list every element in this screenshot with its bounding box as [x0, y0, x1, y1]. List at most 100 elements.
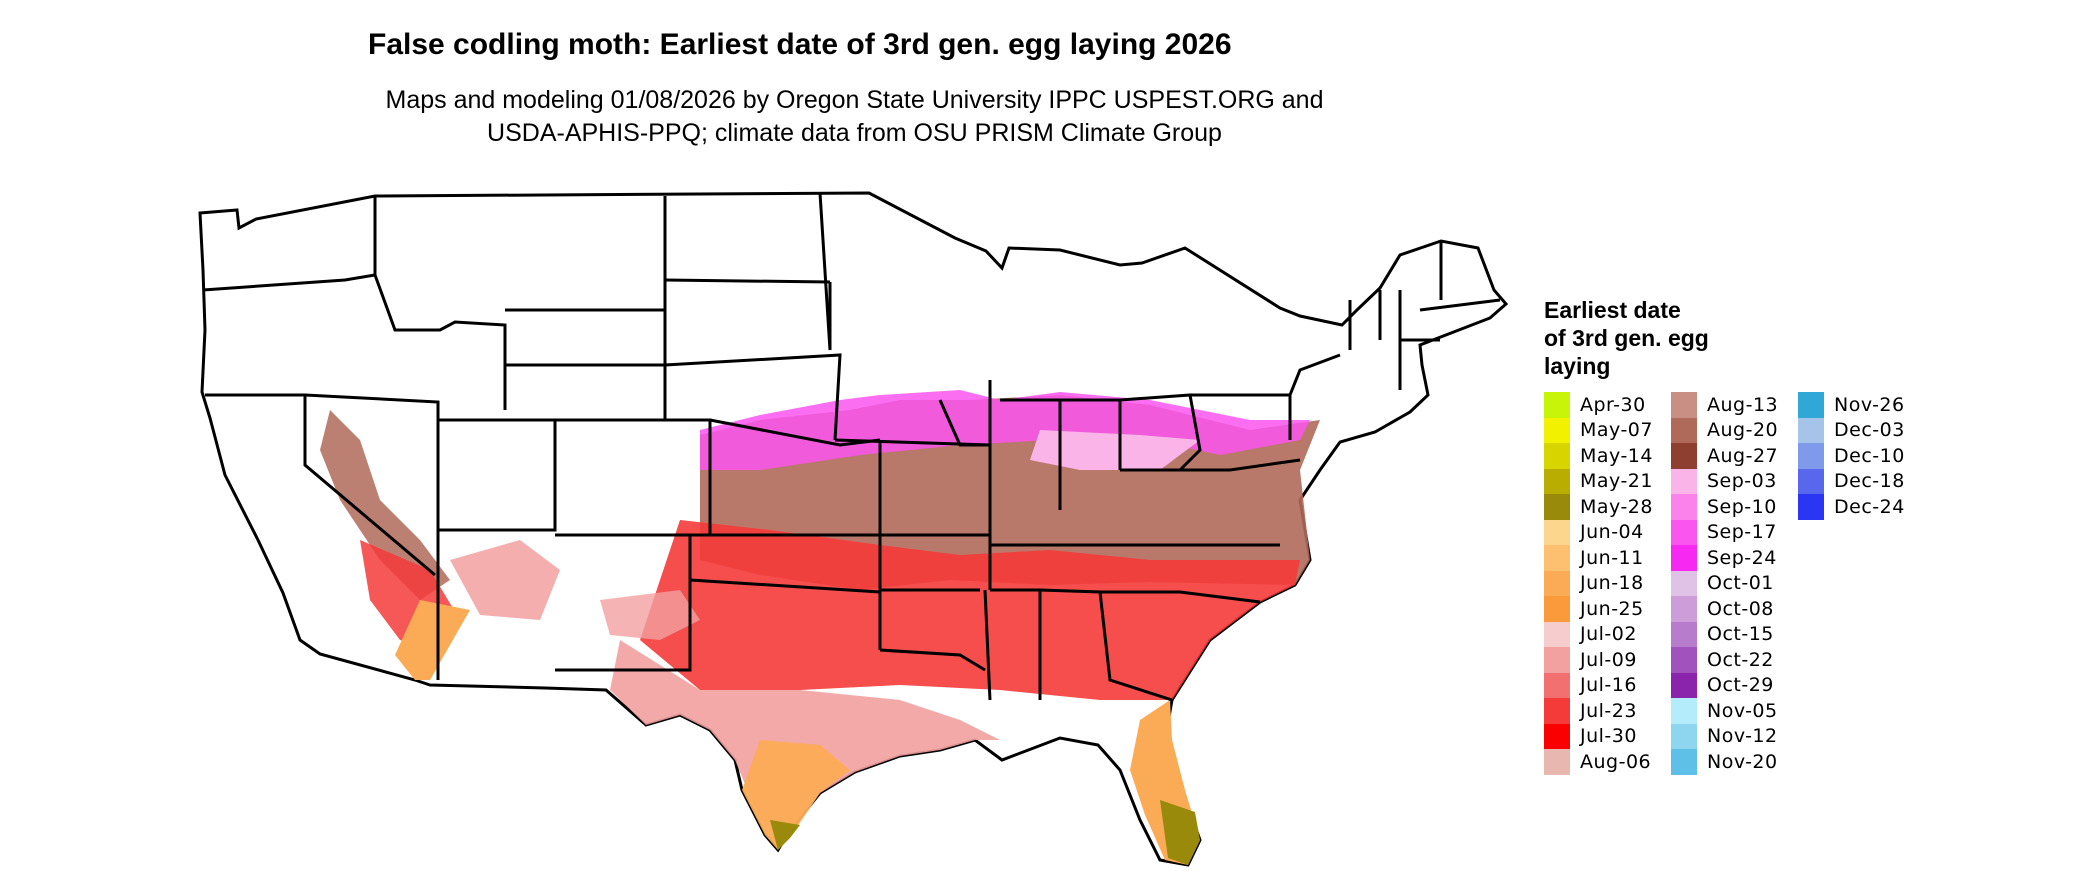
legend-swatch [1671, 545, 1697, 571]
legend-swatch [1671, 647, 1697, 673]
legend-item: Dec-18 [1798, 468, 1925, 494]
legend-swatch [1798, 392, 1824, 418]
legend-column: Aug-13 Aug-20 Aug-27 Sep-03 Sep-10 Sep-17 Sep-… [1671, 392, 1798, 775]
legend-item: Aug-06 [1544, 749, 1671, 775]
legend-column: Nov-26 Dec-03 Dec-10 Dec-18 Dec-24 [1798, 392, 1925, 775]
legend-item: May-28 [1544, 494, 1671, 520]
legend-label: May-28 [1580, 495, 1653, 518]
legend-label: Nov-05 [1707, 699, 1778, 722]
legend-swatch [1671, 621, 1697, 647]
legend-swatch [1671, 417, 1697, 443]
legend-swatch [1671, 570, 1697, 596]
legend-label: May-21 [1580, 470, 1653, 493]
legend-item: Nov-20 [1671, 749, 1798, 775]
legend-item: Jul-09 [1544, 647, 1671, 673]
legend-swatch [1671, 723, 1697, 749]
legend-swatch [1544, 570, 1570, 596]
legend-item: Sep-24 [1671, 545, 1798, 571]
legend-swatch [1671, 672, 1697, 698]
legend-label: Aug-06 [1580, 750, 1652, 773]
legend-swatch [1544, 519, 1570, 545]
legend-swatch [1544, 443, 1570, 469]
legend-swatch [1671, 468, 1697, 494]
legend-item: Aug-20 [1671, 417, 1798, 443]
legend-label: Jun-11 [1580, 546, 1644, 569]
legend-item: Jun-11 [1544, 545, 1671, 571]
legend-item: Aug-27 [1671, 443, 1798, 469]
us-map [198, 191, 1509, 867]
legend-swatch [1544, 621, 1570, 647]
legend-item: Jul-16 [1544, 672, 1671, 698]
subtitle-line-2: USDA-APHIS-PPQ; climate data from OSU PR… [487, 119, 1222, 147]
legend-swatch [1544, 647, 1570, 673]
legend-label: Dec-03 [1834, 419, 1905, 442]
legend-swatch [1671, 494, 1697, 520]
legend-label: Jun-04 [1580, 521, 1644, 544]
legend-label: Apr-30 [1580, 393, 1646, 416]
legend-swatch [1544, 596, 1570, 622]
legend-label: Jun-18 [1580, 572, 1644, 595]
legend-swatch [1671, 749, 1697, 775]
legend-swatch [1671, 519, 1697, 545]
legend-swatch [1544, 698, 1570, 724]
subtitle-line-1: Maps and modeling 01/08/2026 by Oregon S… [385, 86, 1324, 114]
legend-title-line-2: of 3rd gen. egg [1544, 325, 1709, 351]
legend-label: Oct-15 [1707, 623, 1774, 646]
legend-label: Nov-26 [1834, 393, 1905, 416]
legend-swatch [1544, 672, 1570, 698]
map-title: False codling moth: Earliest date of 3rd… [368, 28, 1232, 61]
legend-swatch [1798, 443, 1824, 469]
legend-label: Oct-01 [1707, 572, 1774, 595]
legend-label: Dec-10 [1834, 444, 1905, 467]
legend-label: Jul-02 [1580, 623, 1637, 646]
legend-swatch [1798, 468, 1824, 494]
legend-swatch [1798, 417, 1824, 443]
legend-item: Sep-10 [1671, 494, 1798, 520]
legend-item: Nov-05 [1671, 698, 1798, 724]
legend-swatch [1671, 698, 1697, 724]
legend-label: Sep-24 [1707, 546, 1777, 569]
legend-swatch [1544, 545, 1570, 571]
legend-label: Aug-20 [1707, 419, 1779, 442]
legend-swatch [1544, 749, 1570, 775]
legend-item: Dec-10 [1798, 443, 1925, 469]
legend-swatch [1671, 443, 1697, 469]
legend-item: May-14 [1544, 443, 1671, 469]
legend-label: Aug-13 [1707, 393, 1779, 416]
legend-label: Sep-10 [1707, 495, 1777, 518]
legend-label: May-14 [1580, 444, 1653, 467]
legend-label: May-07 [1580, 419, 1653, 442]
legend-label: Nov-20 [1707, 750, 1778, 773]
legend-label: Nov-12 [1707, 725, 1778, 748]
legend-label: Aug-27 [1707, 444, 1779, 467]
legend-item: Sep-03 [1671, 468, 1798, 494]
legend-item: May-21 [1544, 468, 1671, 494]
legend-label: Dec-18 [1834, 470, 1905, 493]
legend-label: Sep-17 [1707, 521, 1777, 544]
legend-item: Dec-24 [1798, 494, 1925, 520]
legend-item: May-07 [1544, 417, 1671, 443]
legend-item: Nov-26 [1798, 392, 1925, 418]
legend-item: Jul-23 [1544, 698, 1671, 724]
legend-swatch [1544, 417, 1570, 443]
legend-label: Oct-08 [1707, 597, 1774, 620]
legend-swatch [1671, 596, 1697, 622]
legend-title-line-3: laying [1544, 353, 1611, 379]
legend-item: Jul-02 [1544, 621, 1671, 647]
legend-columns: Apr-30 May-07 May-14 May-21 May-28 Jun-04 Jun-… [1544, 392, 1925, 775]
map-subtitle: Maps and modeling 01/08/2026 by Oregon S… [342, 84, 1367, 150]
legend-item: Oct-22 [1671, 647, 1798, 673]
legend-title: Earliest date of 3rd gen. egg laying [1544, 296, 1764, 380]
state-boundaries [202, 192, 1501, 702]
legend-label: Jul-16 [1580, 674, 1637, 697]
legend-label: Jul-09 [1580, 648, 1637, 671]
legend-item: Aug-13 [1671, 392, 1798, 418]
legend-item: Oct-01 [1671, 570, 1798, 596]
legend-item: Jul-30 [1544, 723, 1671, 749]
legend-label: Oct-29 [1707, 674, 1774, 697]
legend-item: Apr-30 [1544, 392, 1671, 418]
legend-swatch [1544, 468, 1570, 494]
legend-item: Oct-08 [1671, 596, 1798, 622]
map-legend: Earliest date of 3rd gen. egg laying Apr… [1544, 296, 1925, 775]
legend-swatch [1671, 392, 1697, 418]
